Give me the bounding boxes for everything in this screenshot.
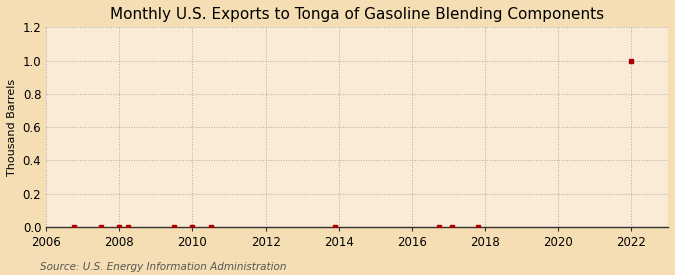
Title: Monthly U.S. Exports to Tonga of Gasoline Blending Components: Monthly U.S. Exports to Tonga of Gasolin… <box>110 7 604 22</box>
Y-axis label: Thousand Barrels: Thousand Barrels <box>7 78 17 176</box>
Text: Source: U.S. Energy Information Administration: Source: U.S. Energy Information Administ… <box>40 262 287 272</box>
